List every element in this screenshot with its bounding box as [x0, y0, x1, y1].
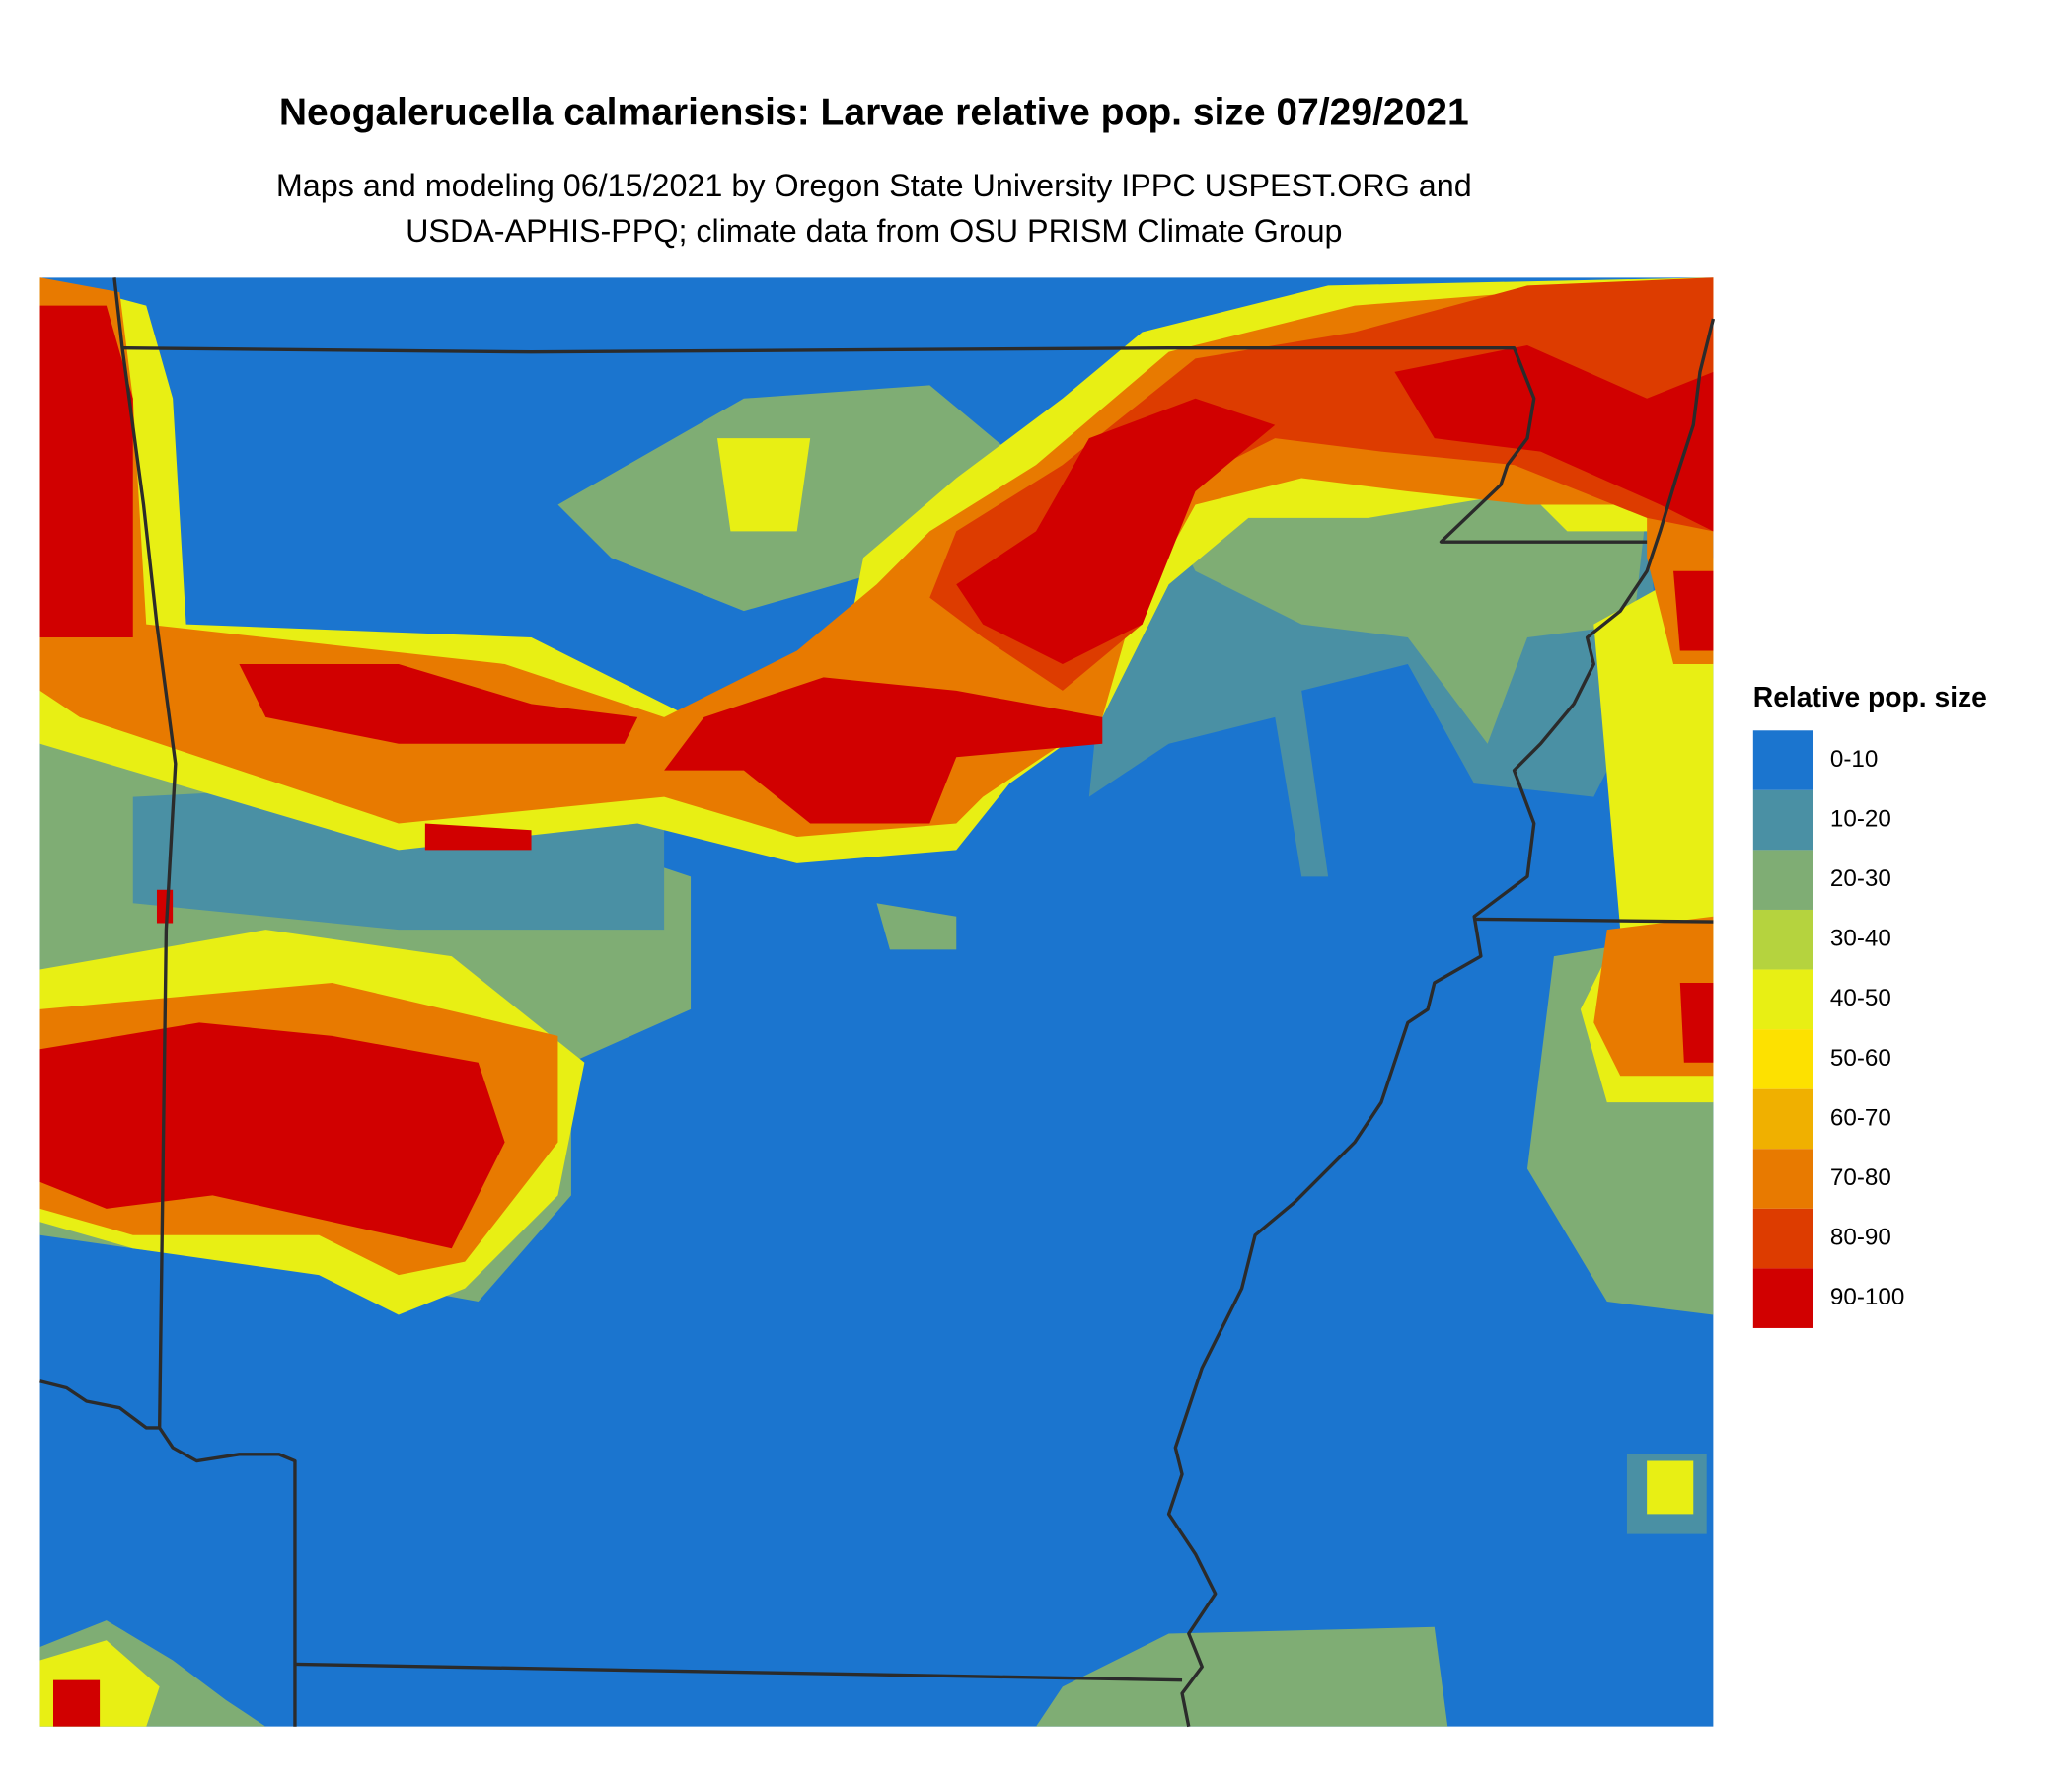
legend-label: 90-100 [1830, 1284, 1904, 1310]
legend-swatch [1752, 1088, 1813, 1150]
legend-swatch [1752, 1268, 1813, 1328]
legend-title: Relative pop. size [1753, 681, 1987, 712]
legend-label: 60-70 [1830, 1104, 1891, 1131]
legend-swatch [1752, 850, 1813, 910]
subtitle: Maps and modeling 06/15/2021 by Oregon S… [276, 168, 1472, 203]
legend-label: 30-40 [1830, 926, 1891, 952]
legend-swatch [1752, 909, 1813, 970]
legend-label: 80-90 [1830, 1224, 1891, 1250]
legend-label: 0-10 [1830, 746, 1878, 773]
legend-swatch [1752, 1149, 1813, 1209]
subtitle: USDA-APHIS-PPQ; climate data from OSU PR… [406, 213, 1342, 249]
legend-label: 50-60 [1830, 1045, 1891, 1072]
legend-swatch [1752, 730, 1813, 790]
legend-label: 10-20 [1830, 806, 1891, 833]
legend-label: 70-80 [1830, 1164, 1891, 1191]
legend-label: 40-50 [1830, 985, 1891, 1011]
legend-swatch [1752, 1029, 1813, 1089]
legend-swatch [1752, 969, 1813, 1030]
legend: Relative pop. size 0-10 10-20 20-30 30-40 40… [1752, 681, 1987, 1328]
title: Neogalerucella calmariensis: Larvae rela… [279, 92, 1469, 134]
legend-label: 20-30 [1830, 865, 1891, 892]
legend-swatch [1752, 1208, 1813, 1269]
map [39, 277, 1716, 1728]
legend-swatch [1752, 789, 1813, 851]
